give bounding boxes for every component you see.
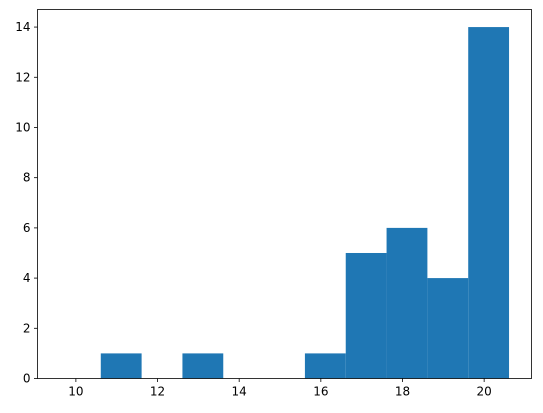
y-tick-label: 2 [23, 321, 31, 335]
y-tick-label: 12 [15, 70, 30, 84]
x-tick-label: 12 [150, 385, 165, 399]
bar [100, 353, 142, 379]
x-tick-label: 10 [68, 385, 83, 399]
bar [468, 27, 510, 379]
x-tick-label: 16 [313, 385, 328, 399]
y-tick-label: 6 [23, 221, 31, 235]
x-tick-label: 18 [395, 385, 410, 399]
y-tick-label: 0 [23, 372, 31, 386]
y-tick-label: 14 [15, 20, 30, 34]
bar [427, 278, 469, 379]
plot-frame [37, 9, 532, 379]
bar [182, 353, 224, 379]
bar [304, 353, 346, 379]
bar [345, 252, 387, 379]
y-tick-label: 10 [15, 120, 30, 134]
y-tick-label: 4 [23, 271, 31, 285]
x-tick-label: 20 [477, 385, 492, 399]
x-tick-label: 14 [232, 385, 247, 399]
bar [386, 227, 428, 379]
y-tick-label: 8 [23, 171, 31, 185]
